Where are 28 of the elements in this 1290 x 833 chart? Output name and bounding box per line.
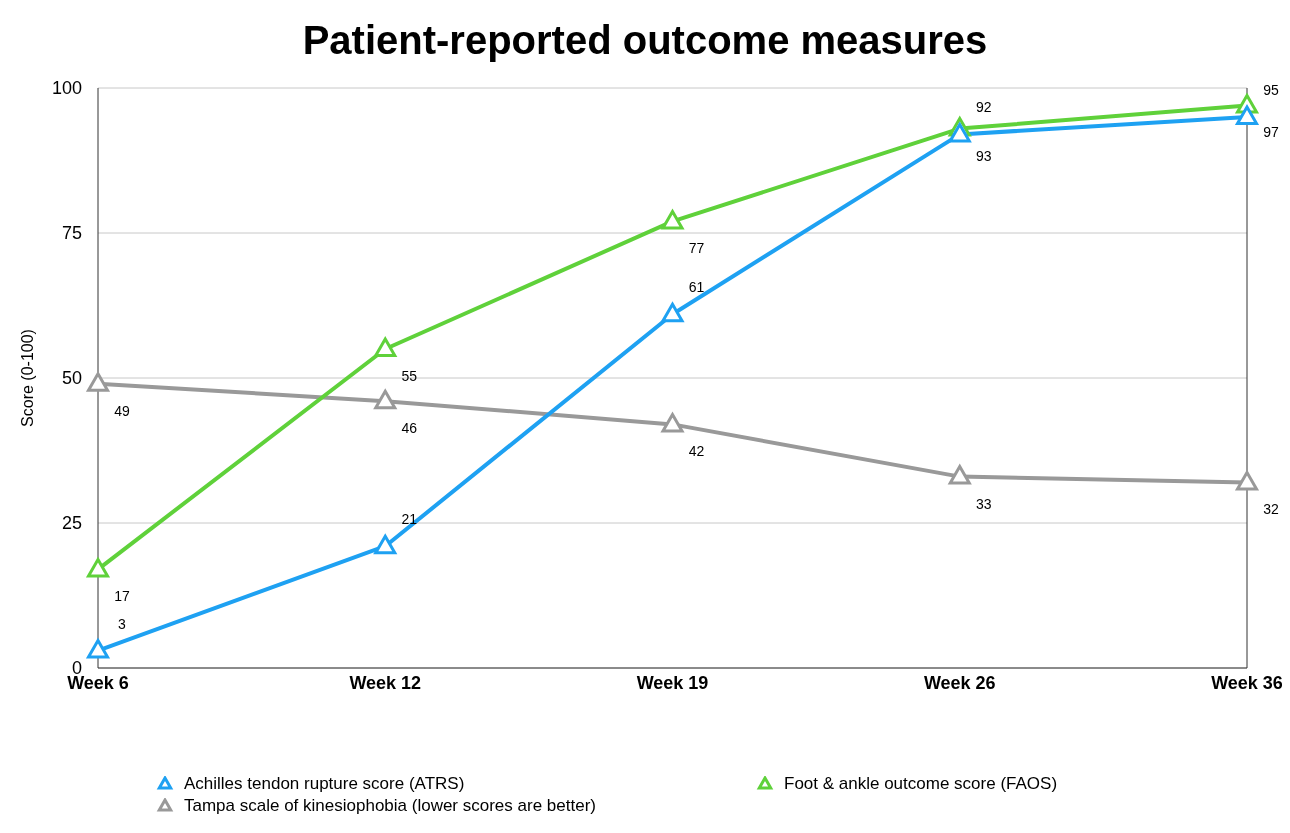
data-label: 61 <box>688 279 705 296</box>
y-tick-label: 100 <box>51 78 82 99</box>
data-label: 3 <box>118 615 127 632</box>
data-label: 17 <box>114 588 130 605</box>
data-label: 21 <box>401 511 418 528</box>
chart-title: Patient-reported outcome measures <box>301 17 989 64</box>
data-label: 93 <box>975 147 992 164</box>
x-tick-label: Week 26 <box>923 672 996 693</box>
y-axis-title: Score (0-100) <box>18 329 36 427</box>
data-label: 49 <box>114 402 130 419</box>
data-label: 46 <box>401 420 418 437</box>
data-label: 95 <box>1263 82 1279 98</box>
data-label: 32 <box>1263 501 1279 518</box>
data-label: 33 <box>975 495 992 512</box>
x-tick-label: Week 19 <box>636 672 709 693</box>
legend-label: Achilles tendon rupture score (ATRS) <box>184 774 465 794</box>
data-label: 55 <box>401 368 418 384</box>
y-tick-label: 50 <box>61 368 82 389</box>
x-tick-label: Week 12 <box>349 672 422 693</box>
legend-label: Tampa scale of kinesiophobia (lower scores are better) <box>184 796 596 816</box>
data-label: 92 <box>975 99 992 116</box>
data-label: 42 <box>688 443 705 460</box>
data-label: 97 <box>1263 124 1279 141</box>
x-tick-label: Week 36 <box>1211 672 1283 693</box>
data-label: 77 <box>688 240 705 257</box>
legend-label: Foot & ankle outcome score (FAOS) <box>784 774 1058 794</box>
y-tick-label: 75 <box>61 223 82 244</box>
y-tick-label: 25 <box>61 513 82 534</box>
